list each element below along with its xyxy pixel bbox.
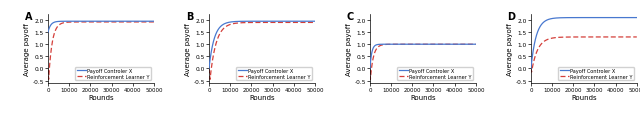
Legend: Payoff Controler X, Reinforcement Learner Y: Payoff Controler X, Reinforcement Learne… <box>558 67 634 81</box>
Payoff Controler X <box>406 44 414 45</box>
Reinforcement Learner Y <box>633 37 640 38</box>
Payoff Controler X <box>606 18 614 19</box>
Reinforcement Learner Y <box>274 23 282 24</box>
Payoff Controler X <box>205 68 213 70</box>
Reinforcement Learner Y <box>84 22 92 23</box>
Reinforcement Learner Y <box>568 37 575 38</box>
Reinforcement Learner Y <box>406 44 414 45</box>
Payoff Controler X <box>435 44 443 45</box>
Reinforcement Learner Y <box>205 68 213 70</box>
Reinforcement Learner Y <box>311 23 319 24</box>
Legend: Payoff Controler X, Reinforcement Learner Y: Payoff Controler X, Reinforcement Learne… <box>397 67 474 81</box>
Reinforcement Learner Y <box>45 79 52 80</box>
Payoff Controler X <box>284 21 292 23</box>
Reinforcement Learner Y <box>269 23 276 24</box>
Reinforcement Learner Y <box>385 44 393 46</box>
Reinforcement Learner Y <box>292 23 300 24</box>
Y-axis label: Average payoff: Average payoff <box>24 23 30 75</box>
Payoff Controler X <box>547 19 554 20</box>
Payoff Controler X <box>366 68 374 70</box>
Reinforcement Learner Y <box>445 44 453 45</box>
Text: D: D <box>508 11 516 21</box>
Y-axis label: Average payoff: Average payoff <box>346 23 352 75</box>
Payoff Controler X <box>84 21 92 23</box>
Payoff Controler X <box>596 18 604 19</box>
Reinforcement Learner Y <box>591 37 598 38</box>
X-axis label: Rounds: Rounds <box>249 94 275 100</box>
Payoff Controler X <box>311 21 319 23</box>
Reinforcement Learner Y <box>150 22 157 23</box>
Reinforcement Learner Y <box>528 72 536 73</box>
Payoff Controler X <box>568 18 575 19</box>
Line: Payoff Controler X: Payoff Controler X <box>531 18 637 69</box>
Reinforcement Learner Y <box>113 22 121 23</box>
Payoff Controler X <box>150 21 157 23</box>
Reinforcement Learner Y <box>366 68 374 70</box>
Line: Reinforcement Learner Y: Reinforcement Learner Y <box>209 23 315 80</box>
Payoff Controler X <box>246 21 253 23</box>
Reinforcement Learner Y <box>206 79 214 80</box>
Reinforcement Learner Y <box>453 44 461 45</box>
Reinforcement Learner Y <box>246 23 253 24</box>
Reinforcement Learner Y <box>606 37 614 38</box>
Payoff Controler X <box>591 18 598 19</box>
Line: Reinforcement Learner Y: Reinforcement Learner Y <box>531 38 637 72</box>
Line: Reinforcement Learner Y: Reinforcement Learner Y <box>48 23 154 80</box>
Payoff Controler X <box>63 21 71 23</box>
Payoff Controler X <box>225 23 232 24</box>
Reinforcement Learner Y <box>367 79 374 80</box>
Payoff Controler X <box>131 21 139 23</box>
Reinforcement Learner Y <box>284 23 292 24</box>
Payoff Controler X <box>274 21 282 23</box>
Payoff Controler X <box>429 44 437 45</box>
Text: C: C <box>347 11 354 21</box>
Payoff Controler X <box>108 21 115 23</box>
Reinforcement Learner Y <box>123 22 131 23</box>
Payoff Controler X <box>445 44 453 45</box>
Reinforcement Learner Y <box>435 44 443 45</box>
Payoff Controler X <box>527 68 535 70</box>
Payoff Controler X <box>292 21 300 23</box>
Payoff Controler X <box>432 44 440 45</box>
Reinforcement Learner Y <box>44 68 52 70</box>
Payoff Controler X <box>269 21 276 23</box>
Reinforcement Learner Y <box>63 22 71 24</box>
Payoff Controler X <box>123 21 131 23</box>
Reinforcement Learner Y <box>429 44 437 45</box>
Reinforcement Learner Y <box>225 25 232 27</box>
Payoff Controler X <box>472 44 479 45</box>
Y-axis label: Average payoff: Average payoff <box>507 23 513 75</box>
Reinforcement Learner Y <box>472 44 479 45</box>
Reinforcement Learner Y <box>614 37 622 38</box>
Payoff Controler X <box>453 44 461 45</box>
Text: A: A <box>25 11 32 21</box>
X-axis label: Rounds: Rounds <box>410 94 436 100</box>
Text: B: B <box>186 11 193 21</box>
Reinforcement Learner Y <box>131 22 139 23</box>
Legend: Payoff Controler X, Reinforcement Learner Y: Payoff Controler X, Reinforcement Learne… <box>236 67 312 81</box>
Reinforcement Learner Y <box>547 39 554 40</box>
Y-axis label: Average payoff: Average payoff <box>185 23 191 75</box>
Line: Payoff Controler X: Payoff Controler X <box>370 45 476 69</box>
Reinforcement Learner Y <box>108 22 115 23</box>
X-axis label: Rounds: Rounds <box>88 94 114 100</box>
Legend: Payoff Controler X, Reinforcement Learner Y: Payoff Controler X, Reinforcement Learne… <box>76 67 152 81</box>
Payoff Controler X <box>44 32 52 34</box>
Payoff Controler X <box>633 18 640 19</box>
Line: Payoff Controler X: Payoff Controler X <box>48 22 154 33</box>
Payoff Controler X <box>113 21 121 23</box>
Payoff Controler X <box>385 44 393 45</box>
Line: Reinforcement Learner Y: Reinforcement Learner Y <box>370 45 476 80</box>
Payoff Controler X <box>140 21 147 23</box>
Line: Payoff Controler X: Payoff Controler X <box>209 22 315 69</box>
Payoff Controler X <box>614 18 622 19</box>
Reinforcement Learner Y <box>527 68 535 70</box>
X-axis label: Rounds: Rounds <box>571 94 596 100</box>
Reinforcement Learner Y <box>596 37 604 38</box>
